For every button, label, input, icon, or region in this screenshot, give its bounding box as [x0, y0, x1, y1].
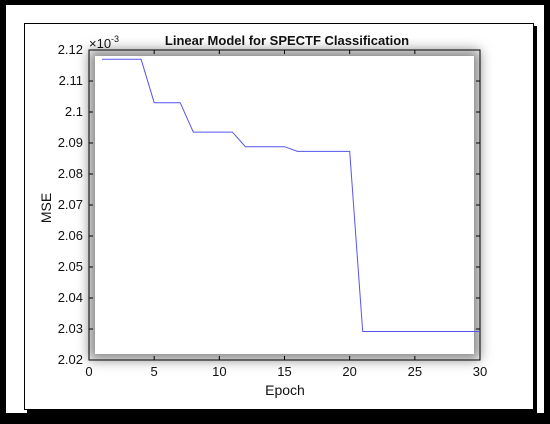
x-tick-label: 25	[408, 364, 422, 379]
x-tick-label: 10	[212, 364, 226, 379]
y-axis: 2.02 2.03 2.04 2.05 2.06 2.07 2.08 2.09 2.1 2.11 2…	[58, 42, 480, 367]
x-tick-label: 20	[342, 364, 356, 379]
y-tick-label: 2.05	[58, 259, 83, 274]
y-tick-label: 2.12	[58, 42, 83, 57]
plot-face	[95, 56, 474, 354]
y-axis-label: MSE	[38, 193, 54, 223]
y-exponent-base: ×10	[89, 36, 111, 51]
y-tick-label: 2.11	[59, 73, 83, 88]
series-line	[102, 58, 480, 332]
x-tick-label: 5	[151, 364, 158, 379]
y-tick-label: 2.07	[58, 197, 83, 212]
y-tick-label: 2.08	[58, 166, 83, 181]
y-tick-label: 2.09	[58, 135, 83, 150]
plot-area	[88, 49, 481, 361]
x-tick-label: 30	[473, 364, 487, 379]
chart-title: Linear Model for SPECTF Classification	[165, 33, 409, 48]
x-tick-label: 15	[277, 364, 291, 379]
y-tick-label: 2.03	[58, 321, 83, 336]
y-tick-label: 2.1	[65, 104, 83, 119]
x-axis: 0 5 10 15 20 25 30	[85, 50, 487, 379]
x-tick-label: 0	[85, 364, 92, 379]
x-axis-label: Epoch	[265, 382, 305, 398]
y-tick-label: 2.04	[58, 290, 83, 305]
y-tick-label: 2.06	[58, 228, 83, 243]
series-layer	[102, 58, 480, 332]
y-tick-label: 2.02	[58, 352, 83, 367]
y-exponent-power: -3	[111, 34, 119, 44]
